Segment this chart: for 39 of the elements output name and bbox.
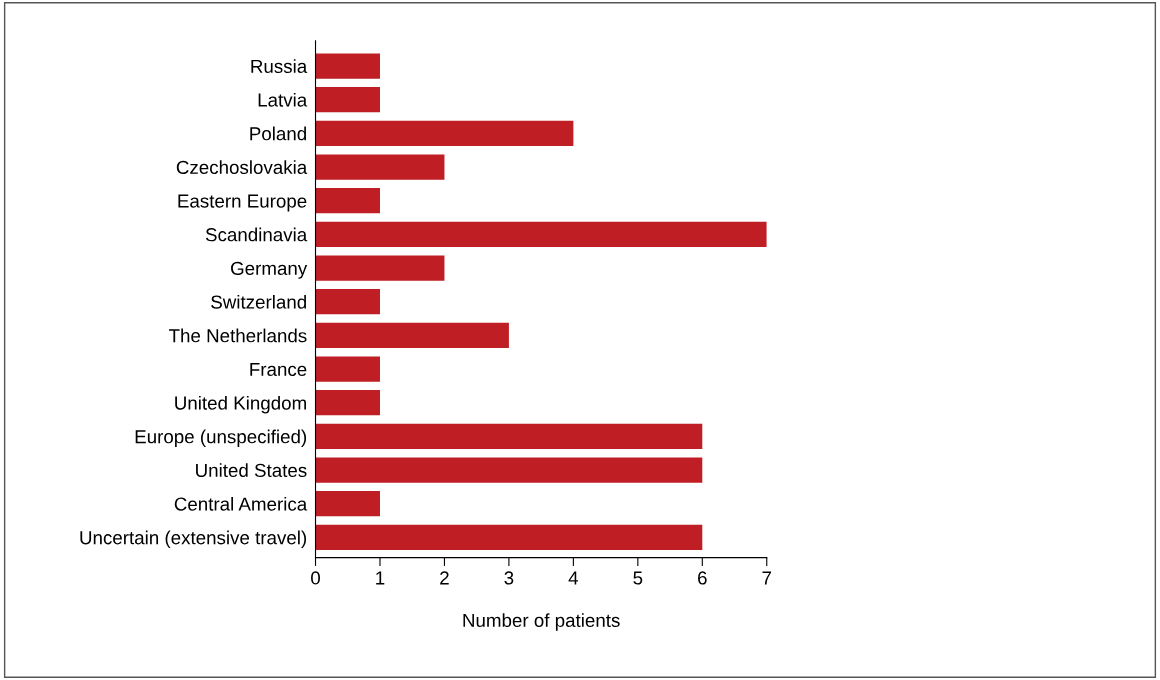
y-tick-label: Russia — [251, 59, 308, 74]
y-tick-label: United Kingdom — [175, 395, 306, 414]
x-tick-label: 1 — [376, 571, 385, 585]
bar — [315, 289, 380, 315]
bar — [315, 322, 509, 349]
bar — [315, 390, 380, 416]
x-axis-title: Number of patients — [463, 613, 620, 631]
y-tick-label: Germany — [231, 261, 308, 279]
bar — [315, 356, 380, 382]
bar — [315, 53, 380, 79]
bar — [315, 120, 574, 147]
x-tick-label: 5 — [633, 571, 643, 585]
x-tick-label: 6 — [698, 571, 707, 585]
y-tick-label: Europe (unspecified) — [135, 429, 307, 448]
y-tick-label: Switzerland — [211, 294, 306, 309]
y-tick-label: United States — [196, 463, 307, 478]
y-tick-label: Poland — [250, 126, 306, 141]
y-tick-label: Central America — [174, 496, 308, 511]
x-tick-label: 3 — [504, 571, 514, 585]
bar — [315, 423, 703, 450]
y-tick-label: Latvia — [258, 92, 308, 107]
y-tick-label: France — [250, 362, 307, 377]
bar — [315, 221, 767, 248]
y-tick-label: Eastern Europe — [178, 194, 307, 212]
y-tick-label: The Netherlands — [169, 328, 307, 343]
bar — [315, 154, 445, 180]
x-tick-label: 0 — [311, 571, 320, 585]
bar — [315, 524, 703, 551]
y-tick-label: Uncertain (extensive travel) — [80, 530, 307, 549]
y-tick-label: Czechoslovakia — [176, 160, 308, 175]
bar — [315, 491, 380, 517]
bar — [315, 87, 380, 113]
x-tick-label: 7 — [762, 571, 772, 585]
bar — [315, 457, 703, 483]
bar — [315, 188, 380, 214]
y-tick-label: Scandinavia — [205, 227, 308, 242]
x-tick-label: 4 — [568, 571, 579, 585]
bar — [315, 255, 445, 281]
x-tick-label: 2 — [440, 571, 449, 585]
